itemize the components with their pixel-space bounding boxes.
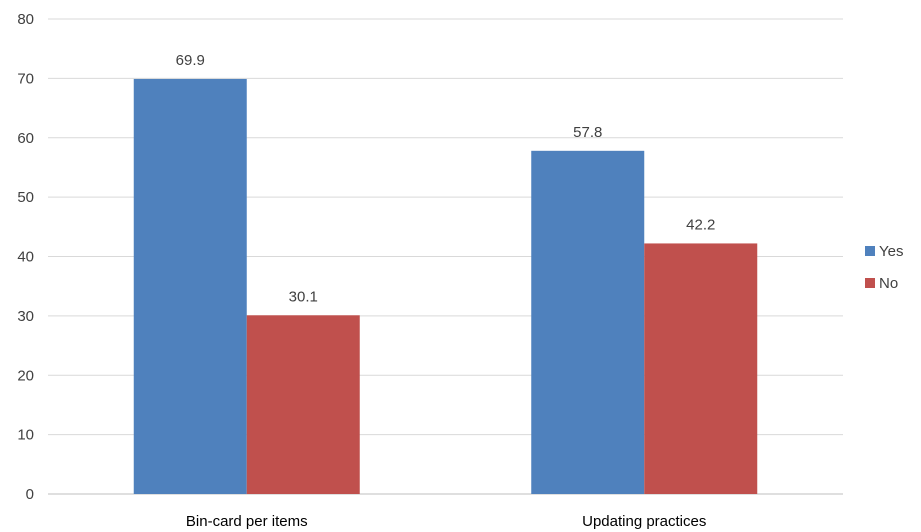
y-tick-label: 50 — [17, 189, 34, 206]
data-label: 69.9 — [176, 52, 205, 69]
data-label: 30.1 — [289, 288, 318, 305]
y-axis-tick-labels: 0 10 20 30 40 50 60 70 80 — [17, 11, 34, 503]
y-tick-label: 70 — [17, 70, 34, 87]
legend-swatch-yes — [865, 246, 875, 256]
legend-label-yes: Yes — [879, 243, 903, 260]
bars — [133, 78, 758, 494]
data-label: 57.8 — [573, 124, 602, 141]
y-tick-label: 80 — [17, 11, 34, 28]
bar-yes — [531, 150, 645, 494]
legend: Yes No — [865, 243, 903, 292]
category-label: Bin-card per items — [186, 513, 308, 530]
legend-swatch-no — [865, 278, 875, 288]
legend-label-no: No — [879, 275, 898, 292]
bar-no — [644, 243, 758, 494]
y-tick-label: 0 — [26, 486, 34, 503]
y-tick-label: 40 — [17, 249, 34, 266]
y-tick-label: 10 — [17, 427, 34, 444]
x-axis-category-labels: Bin-card per items Updating practices — [186, 513, 706, 530]
bar-yes — [133, 78, 247, 494]
data-labels: 69.9 30.1 57.8 42.2 — [176, 52, 716, 305]
y-tick-label: 60 — [17, 130, 34, 147]
data-label: 42.2 — [686, 216, 715, 233]
category-label: Updating practices — [582, 513, 706, 530]
y-tick-label: 20 — [17, 367, 34, 384]
bar-no — [246, 315, 360, 494]
y-tick-label: 30 — [17, 308, 34, 325]
